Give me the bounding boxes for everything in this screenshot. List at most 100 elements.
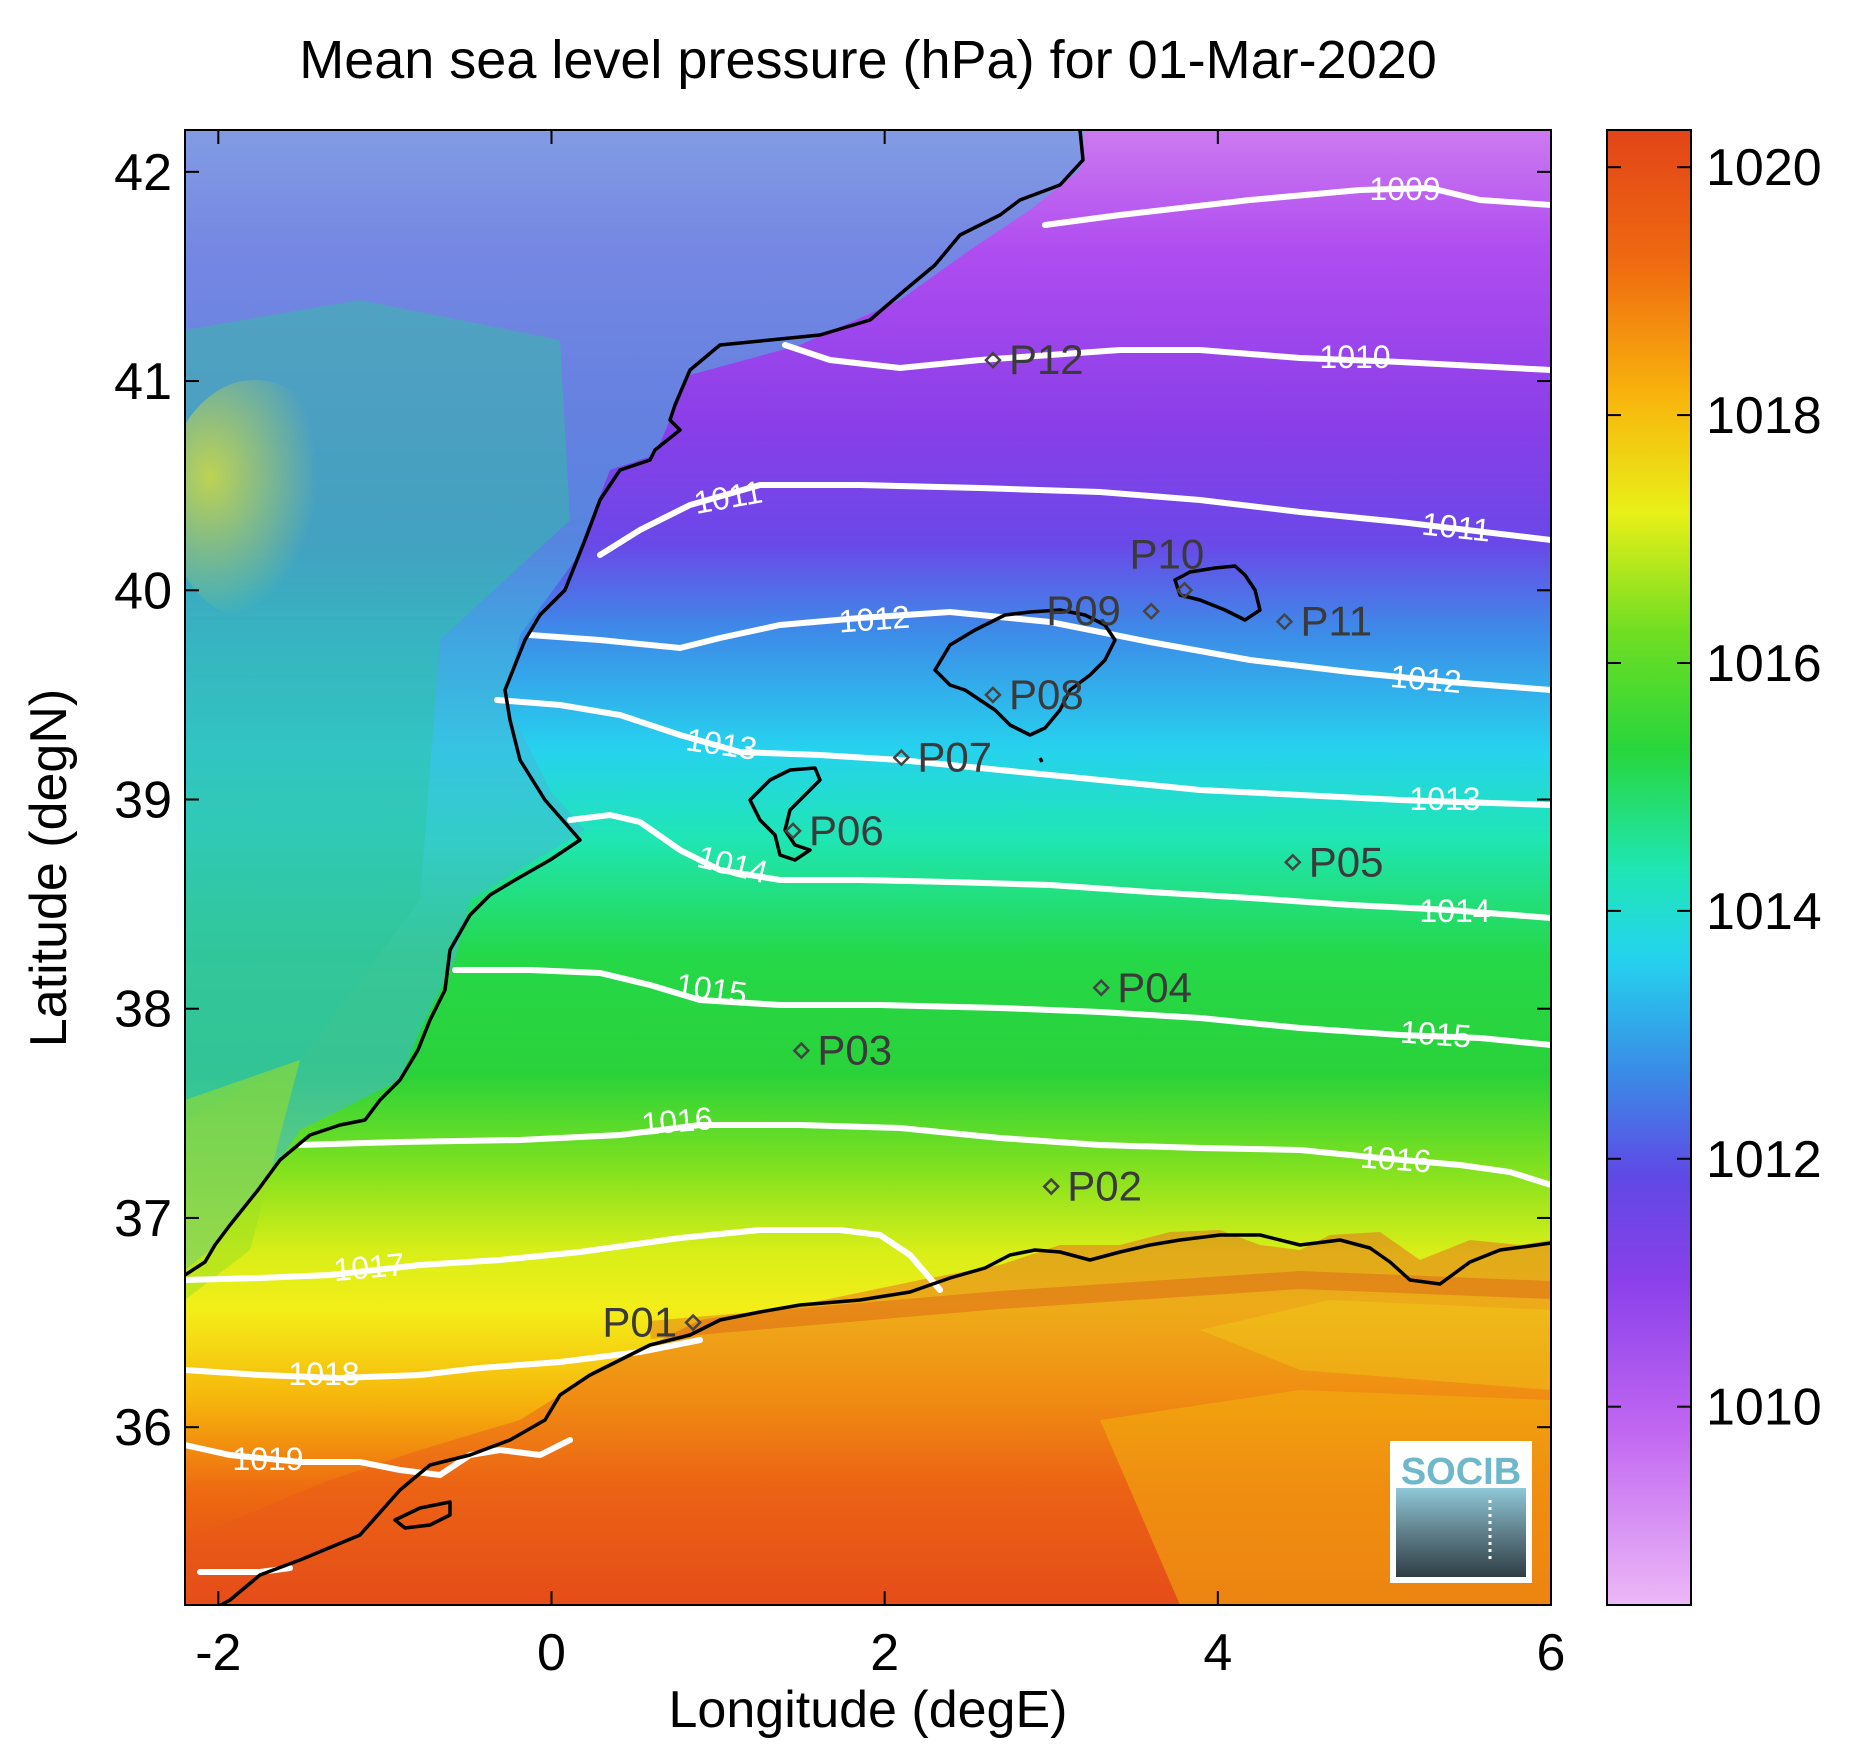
x-axis-label: Longitude (degE) xyxy=(669,1681,1068,1739)
cabrera-coastline xyxy=(1038,757,1044,763)
station-label: P05 xyxy=(1309,838,1384,885)
x-tick-label: 4 xyxy=(1203,1624,1232,1682)
station-p08: P08 xyxy=(984,671,1084,718)
station-marker xyxy=(1275,612,1294,631)
contour-labels: 1009 1010 1011 1011 1012 1012 1013 1013 … xyxy=(232,171,1492,1477)
north-africa-yellow-patch xyxy=(1200,1300,1551,1390)
contour-label-1016-a: 1016 xyxy=(640,1100,714,1142)
contour-label-1015-b: 1015 xyxy=(1399,1014,1473,1055)
station-label: P01 xyxy=(602,1299,677,1346)
y-tick-label: 36 xyxy=(114,1399,172,1457)
contour-label-1012-a: 1012 xyxy=(837,599,911,640)
station-label: P12 xyxy=(1009,336,1084,383)
chart-title: Mean sea level pressure (hPa) for 01-Mar… xyxy=(299,30,1437,90)
contour-label-1014-b: 1014 xyxy=(1419,893,1490,929)
x-axis: -2 0 2 4 6 xyxy=(195,130,1565,1682)
colorbar-tick-label: 1020 xyxy=(1706,139,1822,197)
station-p03: P03 xyxy=(792,1027,892,1074)
station-marker xyxy=(1175,581,1194,600)
iberia-coastline xyxy=(185,130,1085,1277)
station-label: P07 xyxy=(917,734,992,781)
colorbar xyxy=(1606,129,1692,1606)
y-tick-label: 39 xyxy=(114,772,172,830)
map-plot-area: 1009 1010 1011 1011 1012 1012 1013 1013 … xyxy=(185,130,1551,1605)
x-tick-label: -2 xyxy=(195,1624,241,1682)
station-p10: P10 xyxy=(1130,530,1205,600)
y-tick-label: 40 xyxy=(114,562,172,620)
isobar-1017 xyxy=(185,1227,943,1293)
station-label: P06 xyxy=(809,807,884,854)
station-label: P09 xyxy=(1046,587,1121,634)
station-p11: P11 xyxy=(1275,598,1372,645)
station-marker xyxy=(784,822,802,840)
contour-label-1012-b: 1012 xyxy=(1389,658,1463,700)
station-marker xyxy=(892,748,911,767)
y-tick-label: 42 xyxy=(114,144,172,202)
logo-sea-gradient xyxy=(1396,1488,1526,1577)
isobar-1012 xyxy=(527,608,1551,693)
station-marker xyxy=(792,1041,811,1060)
station-marker xyxy=(1284,853,1302,872)
ibiza-coastline xyxy=(748,766,822,862)
station-marker xyxy=(1092,979,1110,997)
station-p09: P09 xyxy=(1046,587,1160,634)
colorbar-tick-label: 1018 xyxy=(1706,387,1822,445)
x-tick-label: 0 xyxy=(537,1624,566,1682)
station-label: P08 xyxy=(1009,671,1084,718)
socib-logo: SOCIB xyxy=(1390,1441,1532,1583)
station-p02: P02 xyxy=(1042,1163,1142,1210)
colorbar-tick-label: 1010 xyxy=(1706,1379,1822,1437)
station-marker xyxy=(984,351,1002,369)
station-label: P11 xyxy=(1300,598,1372,645)
contour-label-1009: 1009 xyxy=(1369,171,1440,207)
station-marker xyxy=(984,686,1002,704)
station-label: P02 xyxy=(1067,1163,1142,1210)
station-p01: P01 xyxy=(602,1299,702,1346)
southwest-land-patch xyxy=(185,1060,300,1300)
alboran-island-coastline xyxy=(393,1500,452,1530)
contour-label-1016-b: 1016 xyxy=(1359,1139,1433,1180)
iberia-land-shading xyxy=(185,130,1085,1270)
contour-label-1011-b: 1011 xyxy=(1420,506,1492,549)
isobar-1018 xyxy=(185,1337,703,1382)
colorbar-ticks: 1010 1012 1014 1016 1018 1020 xyxy=(1607,139,1822,1437)
isobar-1010 xyxy=(782,342,1551,373)
y-axis: 36 37 38 39 40 41 42 xyxy=(114,144,1551,1457)
station-p06: P06 xyxy=(784,807,884,854)
isobar-1015 xyxy=(452,967,1551,1048)
contour-label-1013-b: 1013 xyxy=(1409,781,1480,817)
isobar-1014 xyxy=(567,811,1551,921)
station-p07: P07 xyxy=(892,734,992,781)
contour-label-1018: 1018 xyxy=(288,1356,359,1392)
contour-label-1017: 1017 xyxy=(332,1246,406,1288)
contour-label-1010: 1010 xyxy=(1319,339,1390,375)
colorbar-tick-label: 1014 xyxy=(1706,883,1822,941)
plot-frame xyxy=(184,129,1552,1606)
station-marker xyxy=(1142,602,1160,620)
y-tick-label: 37 xyxy=(114,1190,172,1248)
station-label: P04 xyxy=(1117,964,1192,1011)
contour-label-1019: 1019 xyxy=(232,1441,303,1477)
station-label: P03 xyxy=(817,1027,892,1074)
station-label: P10 xyxy=(1130,530,1205,577)
mallorca-coastline xyxy=(933,608,1117,737)
isobars xyxy=(185,184,1551,1575)
y-tick-label: 41 xyxy=(114,353,172,411)
logo-text: SOCIB xyxy=(1401,1451,1521,1493)
y-axis-label: Latitude (degN) xyxy=(20,689,78,1047)
station-marker xyxy=(684,1313,702,1332)
coastlines xyxy=(185,130,1551,1605)
atlas-ridge xyxy=(649,1270,1551,1339)
colorbar-tick-label: 1016 xyxy=(1706,635,1822,693)
isobar-1011 xyxy=(597,482,1551,558)
x-tick-label: 6 xyxy=(1537,1624,1566,1682)
y-tick-label: 38 xyxy=(114,981,172,1039)
isobar-1016 xyxy=(297,1122,1551,1188)
x-tick-label: 2 xyxy=(870,1624,899,1682)
station-p04: P04 xyxy=(1092,964,1192,1011)
isobar-1009 xyxy=(1042,184,1551,228)
isobar-1013 xyxy=(494,697,1551,808)
north-africa-coastline xyxy=(217,1233,1551,1605)
